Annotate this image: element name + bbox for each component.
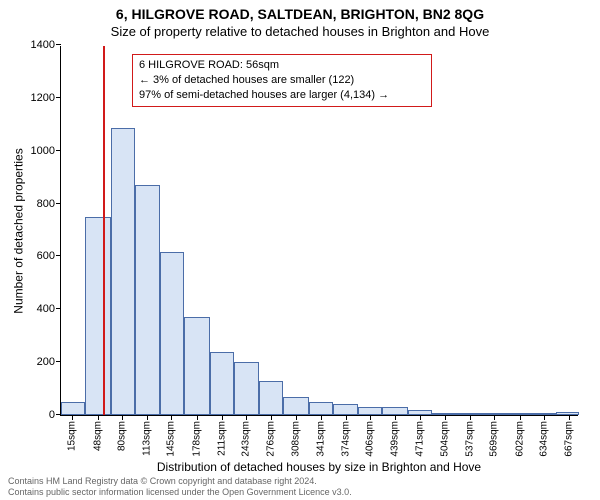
histogram-bar [333,404,358,415]
x-tick-mark [420,415,421,420]
x-tick-mark [197,415,198,420]
y-tick-label: 800 [37,198,55,210]
x-tick-mark [494,415,495,420]
x-tick-label: 537sqm [465,421,476,457]
y-tick-label: 600 [37,250,55,262]
y-tick-mark [56,308,61,309]
x-tick-label: 308sqm [290,421,301,457]
plot-area: 020040060080010001200140015sqm48sqm80sqm… [60,46,578,416]
x-tick-label: 276sqm [266,421,277,457]
y-tick-label: 200 [37,356,55,368]
x-tick-label: 243sqm [241,421,252,457]
x-tick-mark [147,415,148,420]
y-tick-mark [56,44,61,45]
x-tick-mark [72,415,73,420]
x-tick-label: 48sqm [92,421,103,451]
x-tick-label: 211sqm [216,421,227,456]
footnote: Contains HM Land Registry data © Crown c… [8,476,352,498]
x-tick-label: 667sqm [564,421,575,457]
footnote-line2: Contains public sector information licen… [8,487,352,498]
x-tick-mark [520,415,521,420]
x-tick-mark [122,415,123,420]
x-tick-mark [346,415,347,420]
histogram-bar [556,412,579,415]
x-tick-mark [222,415,223,420]
histogram-bar [184,317,209,415]
footnote-line1: Contains HM Land Registry data © Crown c… [8,476,352,487]
histogram-bar [382,407,407,415]
x-tick-mark [470,415,471,420]
y-tick-label: 1200 [31,92,55,104]
x-tick-label: 634sqm [538,421,549,457]
x-tick-mark [544,415,545,420]
x-tick-label: 15sqm [67,421,78,451]
y-tick-mark [56,414,61,415]
x-tick-mark [246,415,247,420]
x-tick-mark [271,415,272,420]
y-tick-mark [56,97,61,98]
property-info-box: 6 HILGROVE ROAD: 56sqm ← 3% of detached … [132,54,432,107]
x-tick-label: 406sqm [365,421,376,457]
property-size-histogram: 6, HILGROVE ROAD, SALTDEAN, BRIGHTON, BN… [0,0,600,500]
x-tick-label: 439sqm [390,421,401,457]
x-tick-mark [569,415,570,420]
x-tick-label: 341sqm [315,421,326,457]
x-tick-mark [395,415,396,420]
x-tick-label: 602sqm [514,421,525,457]
x-tick-mark [171,415,172,420]
infobox-line-larger: 97% of semi-detached houses are larger (… [139,88,425,103]
histogram-bar [309,402,333,415]
x-tick-label: 471sqm [414,421,425,457]
histogram-bar [234,362,259,415]
y-tick-mark [56,255,61,256]
y-tick-label: 1400 [31,39,55,51]
x-tick-mark [296,415,297,420]
histogram-bar [85,217,110,415]
y-tick-label: 400 [37,303,55,315]
histogram-bar [210,352,234,415]
property-marker-line [103,46,105,415]
x-tick-mark [445,415,446,420]
x-tick-label: 80sqm [116,421,127,451]
x-tick-mark [321,415,322,420]
y-tick-label: 0 [49,409,55,421]
histogram-bar [283,397,308,416]
x-tick-label: 374sqm [340,421,351,457]
y-axis-title: Number of detached properties [12,46,26,416]
x-tick-label: 113sqm [142,421,153,456]
infobox-line-smaller: ← 3% of detached houses are smaller (122… [139,73,425,88]
x-tick-label: 569sqm [489,421,500,457]
histogram-bar [135,185,160,415]
chart-title-main: 6, HILGROVE ROAD, SALTDEAN, BRIGHTON, BN… [0,0,600,22]
x-axis-title: Distribution of detached houses by size … [60,460,578,474]
histogram-bar [160,252,184,415]
x-tick-label: 504sqm [439,421,450,457]
y-tick-mark [56,361,61,362]
x-tick-mark [370,415,371,420]
histogram-bar [111,128,135,415]
x-tick-label: 178sqm [191,421,202,457]
x-tick-mark [98,415,99,420]
histogram-bar [358,407,382,415]
histogram-bar [259,381,283,415]
y-tick-mark [56,203,61,204]
y-tick-mark [56,150,61,151]
chart-title-sub: Size of property relative to detached ho… [0,22,600,39]
infobox-line-size: 6 HILGROVE ROAD: 56sqm [139,58,425,73]
x-tick-label: 145sqm [166,421,177,457]
histogram-bar [61,402,85,415]
y-tick-label: 1000 [31,145,55,157]
